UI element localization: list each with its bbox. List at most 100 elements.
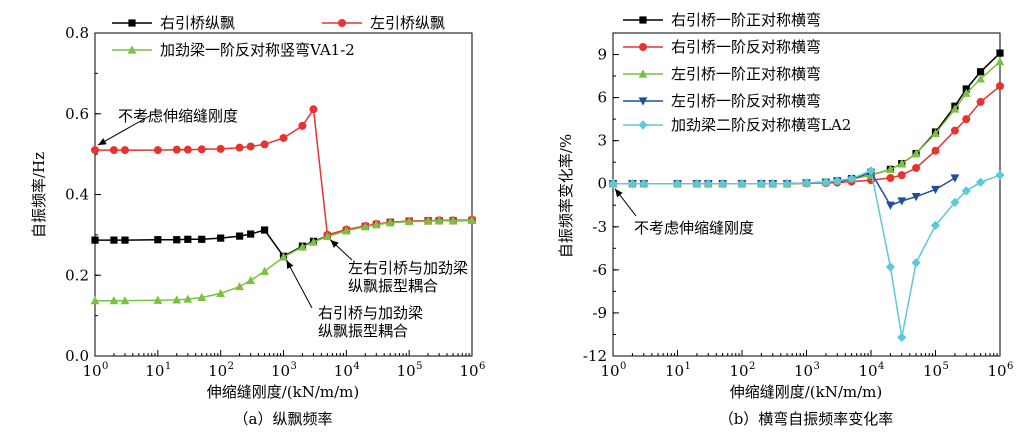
panel-a-x-tick-exponent: 4 — [353, 361, 359, 372]
panel-b-data-point-2 — [950, 104, 960, 113]
panel-a-data-point-2 — [109, 296, 119, 305]
panel-b-data-point-4 — [737, 179, 747, 189]
panel-b-x-tick-label: 10 — [858, 362, 877, 380]
panel-a-legend-marker — [128, 19, 136, 27]
panel-b-y-tick-label: 3 — [597, 132, 607, 150]
panel-a-x-tick-label: 10 — [397, 362, 416, 380]
panel-b-data-point-4 — [801, 178, 812, 188]
panel-b-legend-label: 右引桥一阶正对称横弯 — [671, 11, 821, 29]
panel-a-data-point-0 — [235, 232, 244, 240]
panel-b-data-point-4 — [639, 179, 649, 189]
panel-a-data-point-1 — [260, 140, 269, 149]
panel-a-data-point-2 — [246, 275, 256, 285]
panel-a-data-point-2 — [235, 281, 244, 291]
panel-b-x-tick-label: 10 — [600, 362, 619, 380]
panel-b-series — [608, 49, 1005, 342]
panel-b-data-point-2 — [961, 88, 971, 97]
panel-b-xlabel: 伸缩缝刚度/(kN/m/m) — [730, 383, 883, 401]
panel-b-data-point-1 — [976, 97, 985, 106]
panel-a-annotation-arrowhead — [98, 138, 107, 146]
panel-a-x-tick-label: 10 — [82, 362, 101, 380]
panel-a-data-point-1 — [120, 146, 129, 155]
panel-b-legend-label: 加劲梁二阶反对称横弯LA2 — [671, 116, 851, 134]
panel-a-data-point-1 — [172, 145, 181, 154]
panel-a-annotation-text: 纵飘振型耦合 — [318, 322, 408, 340]
panel-b-data-point-2 — [976, 74, 985, 83]
panel-b-caption: （b）横弯自振频率变化率 — [719, 410, 894, 428]
panel-a-data-point-1 — [109, 146, 118, 155]
panel-b-data-point-4 — [866, 166, 876, 176]
panel-b-legend-marker — [638, 120, 648, 130]
panel-a-data-point-0 — [217, 234, 225, 242]
panel-b-data-point-4 — [832, 176, 842, 186]
panel-b-data-point-4 — [897, 332, 907, 342]
panel-a-ylabel: 自振频率/Hz — [30, 152, 48, 238]
panel-b-legend: 右引桥一阶正对称横弯右引桥一阶反对称横弯左引桥一阶正对称横弯左引桥一阶反对称横弯… — [623, 11, 851, 134]
panel-a-annotation-text: 左右引桥与加劲梁 — [348, 259, 468, 277]
panel-b-data-point-0 — [996, 49, 1004, 57]
panel-a-data-point-1 — [197, 145, 206, 154]
panel-b-data-point-0 — [976, 68, 985, 76]
panel-a-data-point-2 — [467, 215, 477, 224]
panel-a-annotation-arrowhead — [286, 260, 294, 269]
panel-a-data-point-2 — [279, 252, 288, 261]
panel-b-data-point-4 — [975, 177, 986, 187]
panel-b-x-tick-label: 10 — [923, 362, 942, 380]
panel-b-data-point-4 — [930, 220, 941, 230]
panel-a-data-point-1 — [309, 105, 318, 114]
panel-b-legend-label: 左引桥一阶正对称横弯 — [671, 65, 821, 83]
panel-b-data-point-4 — [692, 179, 702, 189]
panel-b-data-point-1 — [996, 82, 1004, 91]
panel-b-data-point-2 — [897, 159, 907, 168]
panel-a-data-point-2 — [309, 237, 318, 246]
panel-a-data-point-2 — [120, 296, 130, 305]
panel-b-legend-marker — [638, 97, 648, 106]
panel-b-x-tick-exponent: 1 — [685, 361, 691, 372]
panel-b-x-tick-exponent: 3 — [814, 361, 820, 372]
panel-a-series-line-1 — [95, 107, 473, 236]
panel-a-annotation-text: 纵飘振型耦合 — [348, 277, 438, 295]
panel-a-legend-label: 左引桥纵飘 — [370, 14, 445, 32]
panel-a-data-point-1 — [279, 133, 288, 142]
panel-a-data-point-0 — [91, 236, 99, 244]
panel-a-data-point-0 — [173, 236, 181, 244]
panel-b-data-point-3 — [911, 193, 921, 202]
panel-a-data-point-2 — [298, 242, 307, 251]
panel-b-legend-marker — [638, 69, 648, 78]
panel-b-data-point-4 — [911, 258, 921, 268]
panel-a-y-tick-label: 0.4 — [65, 186, 89, 204]
panel-a-y-tick-label: 0.6 — [65, 105, 89, 123]
panel-a-data-point-2 — [216, 288, 226, 298]
panel-b-data-point-4 — [717, 179, 728, 189]
panel-b-data-point-1 — [931, 146, 940, 155]
panel-a-series — [90, 105, 477, 305]
panel-a-x-tick-exponent: 5 — [416, 361, 422, 372]
panel-a-annotation-text: 右引桥与加劲梁 — [318, 304, 423, 322]
panel-b-data-point-4 — [756, 179, 767, 189]
panel-b-data-point-1 — [962, 115, 971, 124]
panel-a-x-tick-label: 10 — [334, 362, 353, 380]
panel-a-data-point-0 — [121, 236, 129, 244]
panel-a-x-tick-exponent: 1 — [165, 361, 171, 372]
panel-b-y-tick-label: -12 — [583, 347, 607, 365]
panel-b-series-line-4 — [613, 169, 1001, 338]
panel-a-annotation-text: 不考虑伸缩缝刚度 — [118, 107, 238, 125]
panel-b-annotation-arrowhead — [615, 188, 623, 198]
panel-a-legend-marker — [127, 45, 137, 54]
panel-a-x-tick-exponent: 2 — [228, 361, 234, 372]
panel-b-data-point-4 — [782, 179, 792, 189]
panel-a-x-tick-exponent: 0 — [102, 361, 108, 372]
panel-a-annotation-arrowhead — [330, 239, 339, 248]
panel-a-legend-label: 加劲梁一阶反对称竖弯VA1-2 — [160, 41, 355, 59]
panel-a-data-point-0 — [198, 235, 206, 243]
panel-a-data-point-2 — [172, 295, 182, 304]
panel-a-series-line-0 — [95, 219, 473, 258]
panel-b-legend-label: 右引桥一阶反对称横弯 — [671, 38, 821, 56]
panel-b-x-tick-label: 10 — [794, 362, 813, 380]
panel-a-y-tick-label: 0.2 — [65, 266, 89, 284]
